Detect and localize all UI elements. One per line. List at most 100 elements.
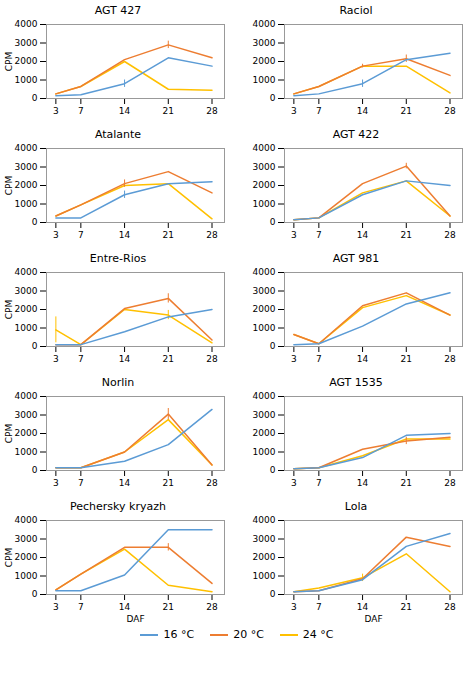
svg-text:21: 21 — [401, 354, 412, 364]
svg-text:4000: 4000 — [253, 143, 276, 153]
svg-text:21: 21 — [401, 106, 412, 116]
svg-text:21: 21 — [163, 230, 174, 240]
svg-text:28: 28 — [206, 106, 218, 116]
svg-text:0: 0 — [270, 93, 276, 103]
svg-text:7: 7 — [316, 106, 322, 116]
svg-text:3: 3 — [53, 230, 59, 240]
svg-text:1000: 1000 — [253, 75, 276, 85]
svg-text:14: 14 — [357, 478, 369, 488]
svg-text:7: 7 — [316, 478, 322, 488]
svg-text:0: 0 — [32, 465, 38, 475]
svg-text:4000: 4000 — [15, 515, 38, 525]
svg-text:28: 28 — [206, 602, 218, 612]
svg-text:CPM: CPM — [4, 52, 14, 71]
svg-text:0: 0 — [32, 341, 38, 351]
svg-text:7: 7 — [316, 230, 322, 240]
svg-text:1000: 1000 — [253, 571, 276, 581]
svg-text:28: 28 — [206, 230, 218, 240]
svg-text:14: 14 — [119, 478, 131, 488]
svg-text:3: 3 — [291, 106, 297, 116]
svg-text:0: 0 — [32, 217, 38, 227]
svg-text:21: 21 — [401, 478, 412, 488]
svg-text:1000: 1000 — [253, 199, 276, 209]
svg-text:3000: 3000 — [15, 38, 38, 48]
svg-text:DAF: DAF — [364, 614, 382, 624]
svg-text:1000: 1000 — [253, 447, 276, 457]
svg-text:3000: 3000 — [15, 162, 38, 172]
svg-text:3: 3 — [291, 602, 297, 612]
svg-text:2000: 2000 — [15, 180, 38, 190]
svg-text:3: 3 — [53, 602, 59, 612]
svg-text:4000: 4000 — [253, 267, 276, 277]
svg-text:0: 0 — [270, 465, 276, 475]
svg-text:1000: 1000 — [15, 75, 38, 85]
svg-text:3000: 3000 — [253, 410, 276, 420]
svg-text:21: 21 — [163, 354, 174, 364]
svg-text:7: 7 — [316, 602, 322, 612]
svg-text:28: 28 — [444, 354, 456, 364]
svg-text:14: 14 — [119, 106, 131, 116]
svg-text:3: 3 — [291, 354, 297, 364]
svg-text:7: 7 — [78, 478, 84, 488]
svg-text:21: 21 — [163, 106, 174, 116]
svg-text:2000: 2000 — [253, 180, 276, 190]
svg-text:3000: 3000 — [253, 286, 276, 296]
svg-text:21: 21 — [401, 230, 412, 240]
svg-text:1000: 1000 — [15, 199, 38, 209]
svg-text:2000: 2000 — [253, 304, 276, 314]
svg-text:4000: 4000 — [15, 267, 38, 277]
svg-text:0: 0 — [270, 217, 276, 227]
svg-text:CPM: CPM — [4, 548, 14, 567]
svg-text:2000: 2000 — [253, 428, 276, 438]
svg-text:28: 28 — [444, 478, 456, 488]
svg-text:14: 14 — [119, 602, 131, 612]
svg-text:CPM: CPM — [4, 424, 14, 443]
svg-text:4000: 4000 — [253, 391, 276, 401]
svg-text:7: 7 — [316, 354, 322, 364]
svg-text:CPM: CPM — [4, 176, 14, 195]
svg-text:28: 28 — [444, 230, 456, 240]
svg-text:14: 14 — [119, 354, 131, 364]
svg-text:3: 3 — [53, 478, 59, 488]
svg-text:2000: 2000 — [15, 304, 38, 314]
svg-text:4000: 4000 — [15, 143, 38, 153]
svg-text:28: 28 — [206, 354, 218, 364]
svg-text:7: 7 — [78, 230, 84, 240]
svg-text:4000: 4000 — [15, 391, 38, 401]
svg-text:2000: 2000 — [15, 428, 38, 438]
svg-text:21: 21 — [163, 602, 174, 612]
svg-text:0: 0 — [270, 341, 276, 351]
svg-text:14: 14 — [357, 106, 369, 116]
svg-text:DAF: DAF — [126, 614, 144, 624]
svg-text:14: 14 — [357, 602, 369, 612]
svg-text:7: 7 — [78, 106, 84, 116]
svg-text:7: 7 — [78, 602, 84, 612]
svg-text:1000: 1000 — [15, 447, 38, 457]
svg-text:3: 3 — [291, 230, 297, 240]
svg-text:0: 0 — [32, 589, 38, 599]
svg-text:2000: 2000 — [253, 56, 276, 66]
svg-text:3: 3 — [53, 354, 59, 364]
svg-text:CPM: CPM — [4, 300, 14, 319]
svg-text:2000: 2000 — [253, 552, 276, 562]
svg-text:3000: 3000 — [15, 410, 38, 420]
svg-text:28: 28 — [444, 602, 456, 612]
svg-text:0: 0 — [270, 589, 276, 599]
svg-text:1000: 1000 — [15, 571, 38, 581]
svg-text:1000: 1000 — [15, 323, 38, 333]
svg-text:21: 21 — [401, 602, 412, 612]
svg-text:0: 0 — [32, 93, 38, 103]
svg-text:28: 28 — [444, 106, 456, 116]
svg-text:4000: 4000 — [253, 19, 276, 29]
svg-text:3: 3 — [53, 106, 59, 116]
svg-text:3: 3 — [291, 478, 297, 488]
svg-text:3000: 3000 — [253, 38, 276, 48]
svg-text:2000: 2000 — [15, 56, 38, 66]
svg-text:28: 28 — [206, 478, 218, 488]
svg-text:14: 14 — [119, 230, 131, 240]
svg-text:1000: 1000 — [253, 323, 276, 333]
svg-text:7: 7 — [78, 354, 84, 364]
svg-text:4000: 4000 — [253, 515, 276, 525]
svg-text:4000: 4000 — [15, 19, 38, 29]
svg-text:3000: 3000 — [15, 534, 38, 544]
